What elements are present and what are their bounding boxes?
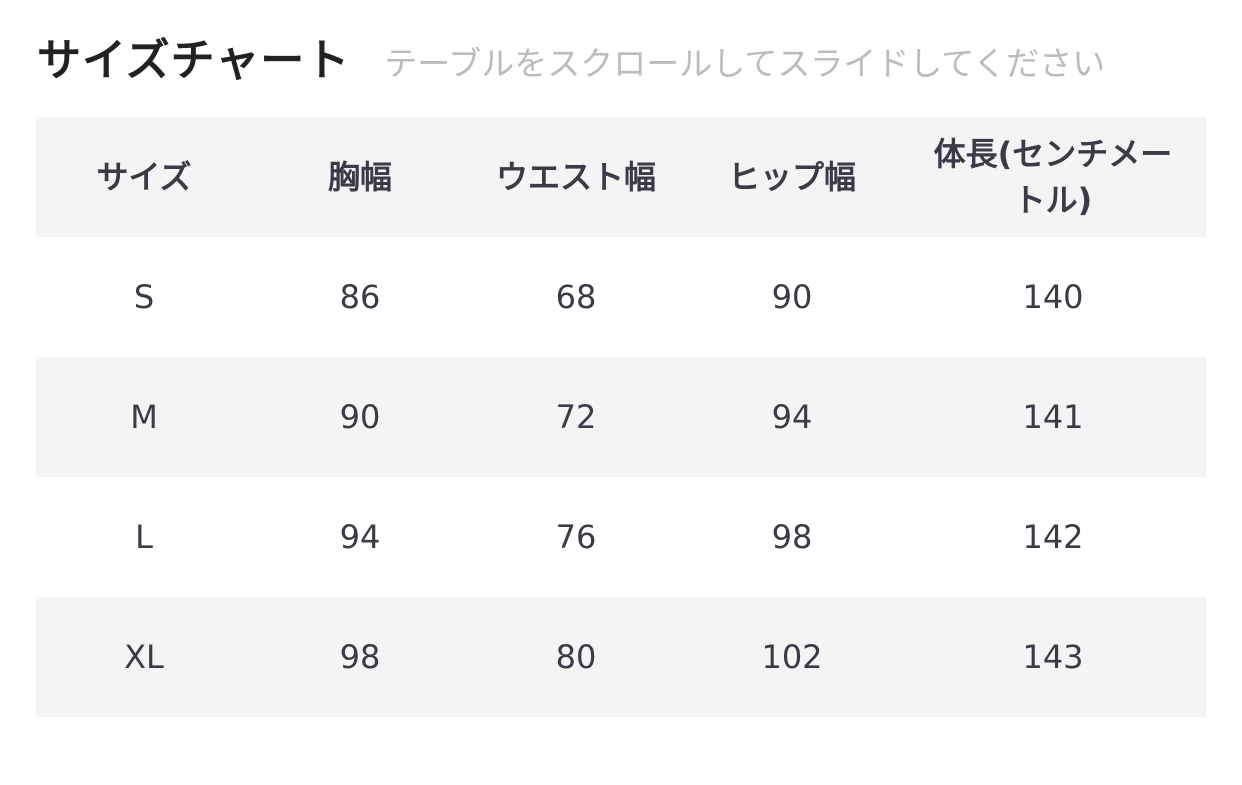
table-row: L 94 76 98 142 xyxy=(36,477,1206,597)
table-cell: 141 xyxy=(1022,398,1084,436)
table-cell: 143 xyxy=(1022,638,1084,676)
table-cell: 98 xyxy=(771,518,813,556)
table-row: XL 98 80 102 143 xyxy=(36,597,1206,717)
table-cell: 94 xyxy=(771,398,813,436)
column-header: ウエスト幅 xyxy=(495,158,656,196)
table-cell: L xyxy=(135,518,153,556)
table-cell: 86 xyxy=(339,278,381,316)
table-cell: 68 xyxy=(555,278,597,316)
table-cell: 140 xyxy=(1022,278,1084,316)
table-cell: 94 xyxy=(339,518,381,556)
table-cell: 90 xyxy=(771,278,813,316)
page-title: サイズチャート xyxy=(37,35,351,86)
table-cell: 72 xyxy=(555,398,597,436)
scroll-hint: テーブルをスクロールしてスライドしてください xyxy=(384,44,1106,83)
column-header: サイズ xyxy=(96,158,192,196)
table-cell: M xyxy=(130,398,158,436)
table-cell: 102 xyxy=(761,638,823,676)
size-chart-table[interactable]: サイズ 胸幅 ウエスト幅 ヒップ幅 体長(センチメートル) S 86 68 90 140… xyxy=(36,117,1206,717)
column-header: 体長(センチメートル) xyxy=(933,135,1173,219)
table-cell: 98 xyxy=(339,638,381,676)
table-cell: S xyxy=(133,278,155,316)
table-header-row: サイズ 胸幅 ウエスト幅 ヒップ幅 体長(センチメートル) xyxy=(36,117,1206,237)
column-header: 胸幅 xyxy=(327,158,392,196)
table-row: M 90 72 94 141 xyxy=(36,357,1206,477)
table-cell: 76 xyxy=(555,518,597,556)
table-cell: 90 xyxy=(339,398,381,436)
table-cell: 142 xyxy=(1022,518,1084,556)
header: サイズチャート テーブルをスクロールしてスライドしてください xyxy=(37,24,1105,88)
table-cell: 80 xyxy=(555,638,597,676)
table-row: S 86 68 90 140 xyxy=(36,237,1206,357)
column-header: ヒップ幅 xyxy=(727,158,856,196)
table-cell: XL xyxy=(124,638,164,676)
